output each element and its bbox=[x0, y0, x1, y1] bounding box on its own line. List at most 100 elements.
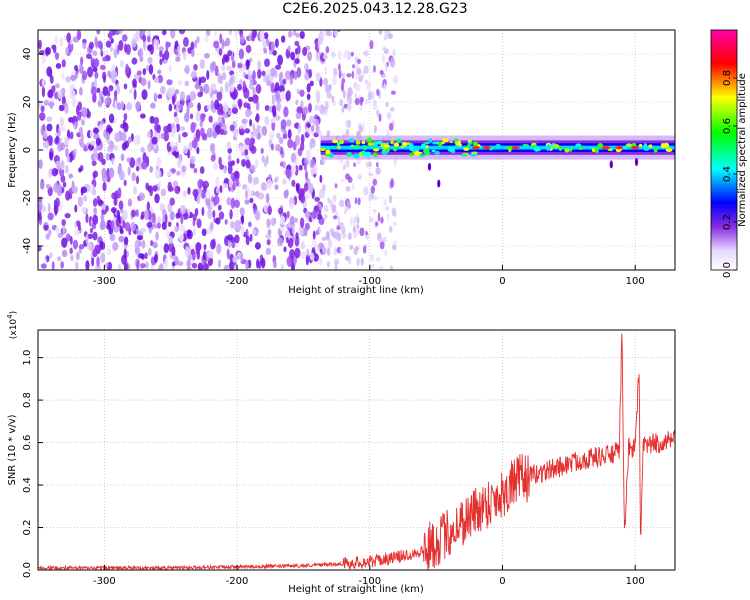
noise-blob bbox=[254, 209, 261, 221]
noise-blob bbox=[157, 216, 162, 224]
noise-blob bbox=[135, 30, 140, 42]
noise-blob bbox=[267, 205, 272, 216]
noise-blob bbox=[124, 236, 129, 246]
noise-blob bbox=[86, 66, 94, 78]
noise-blob bbox=[48, 229, 52, 237]
noise-blob bbox=[204, 35, 209, 43]
noise-blob bbox=[47, 168, 53, 179]
noise-blob bbox=[250, 145, 257, 154]
noise-blob bbox=[110, 70, 118, 80]
noise-blob bbox=[174, 89, 180, 95]
signal-blob bbox=[552, 144, 560, 149]
signal-blob bbox=[570, 146, 575, 150]
noise-blob bbox=[153, 38, 157, 49]
noise-blob bbox=[389, 107, 395, 112]
noise-blob bbox=[251, 32, 256, 42]
noise-blob bbox=[120, 131, 127, 142]
noise-blob bbox=[254, 158, 259, 169]
noise-blob bbox=[95, 137, 102, 146]
noise-blob bbox=[349, 216, 354, 226]
noise-blob bbox=[98, 124, 104, 132]
noise-blob bbox=[329, 228, 335, 234]
spectrogram-signal-track bbox=[319, 135, 675, 188]
snr-multiplier-exp: 4 bbox=[6, 314, 14, 319]
tick-label-y: 0.6 bbox=[22, 435, 33, 451]
noise-blob bbox=[126, 157, 131, 163]
noise-blob bbox=[92, 214, 99, 226]
noise-blob bbox=[85, 233, 89, 245]
noise-blob bbox=[304, 227, 308, 237]
noise-blob bbox=[91, 160, 97, 166]
noise-blob bbox=[315, 89, 321, 101]
noise-blob bbox=[287, 30, 293, 38]
noise-blob bbox=[308, 68, 313, 79]
noise-blob bbox=[261, 70, 266, 76]
noise-blob bbox=[165, 41, 169, 52]
noise-blob bbox=[176, 45, 181, 53]
noise-blob bbox=[51, 261, 55, 270]
noise-blob bbox=[241, 214, 245, 225]
noise-blob bbox=[123, 83, 128, 90]
noise-blob bbox=[355, 73, 358, 80]
noise-blob bbox=[136, 235, 143, 241]
noise-blob bbox=[345, 255, 350, 261]
noise-blob bbox=[253, 176, 260, 185]
noise-blob bbox=[340, 225, 346, 234]
noise-blob bbox=[280, 35, 286, 43]
noise-blob bbox=[39, 112, 46, 121]
noise-blob bbox=[49, 103, 53, 110]
noise-blob bbox=[174, 116, 180, 124]
noise-blob bbox=[152, 185, 158, 192]
noise-blob bbox=[245, 159, 251, 169]
noise-blob bbox=[224, 219, 228, 225]
noise-blob bbox=[274, 90, 280, 101]
noise-blob bbox=[71, 185, 79, 194]
noise-blob bbox=[389, 265, 393, 270]
noise-blob bbox=[142, 68, 147, 76]
noise-blob bbox=[148, 64, 154, 75]
noise-blob bbox=[61, 87, 66, 95]
noise-blob bbox=[378, 30, 383, 35]
noise-blob bbox=[41, 77, 46, 87]
noise-blob bbox=[174, 150, 179, 159]
signal-blob bbox=[332, 139, 339, 144]
noise-blob bbox=[111, 157, 115, 165]
noise-blob bbox=[213, 89, 218, 95]
noise-blob bbox=[223, 54, 230, 62]
noise-blob bbox=[241, 225, 245, 236]
noise-blob bbox=[331, 75, 337, 86]
noise-blob bbox=[293, 30, 297, 37]
noise-blob bbox=[282, 78, 287, 85]
noise-blob bbox=[94, 264, 102, 270]
noise-blob bbox=[238, 48, 245, 60]
noise-blob bbox=[182, 212, 189, 220]
noise-blob bbox=[270, 41, 276, 51]
noise-blob bbox=[300, 251, 307, 259]
noise-blob bbox=[372, 208, 377, 214]
noise-blob bbox=[275, 64, 282, 70]
noise-blob bbox=[74, 204, 78, 213]
noise-blob bbox=[164, 257, 169, 269]
colorbar: 0.0 0.2 0.4 0.6 0.8 Normalized spectral ampl… bbox=[710, 29, 748, 278]
noise-blob bbox=[266, 68, 271, 77]
noise-blob bbox=[186, 229, 193, 240]
noise-blob bbox=[149, 44, 155, 55]
noise-blob bbox=[96, 87, 101, 93]
noise-blob bbox=[357, 197, 361, 206]
noise-blob bbox=[203, 83, 210, 94]
noise-blob bbox=[63, 136, 69, 147]
noise-blob bbox=[202, 250, 207, 261]
noise-blob bbox=[93, 78, 98, 90]
noise-blob bbox=[277, 54, 283, 66]
noise-blob bbox=[219, 75, 223, 85]
noise-blob bbox=[193, 63, 198, 71]
noise-blob bbox=[92, 93, 97, 103]
noise-blob bbox=[390, 90, 396, 95]
tick-label-x: 100 bbox=[626, 576, 645, 587]
noise-blob bbox=[119, 225, 123, 233]
noise-blob bbox=[123, 122, 129, 133]
noise-blob bbox=[218, 211, 225, 220]
noise-blob bbox=[118, 235, 125, 243]
noise-blob bbox=[338, 222, 344, 227]
noise-blob bbox=[309, 137, 316, 149]
